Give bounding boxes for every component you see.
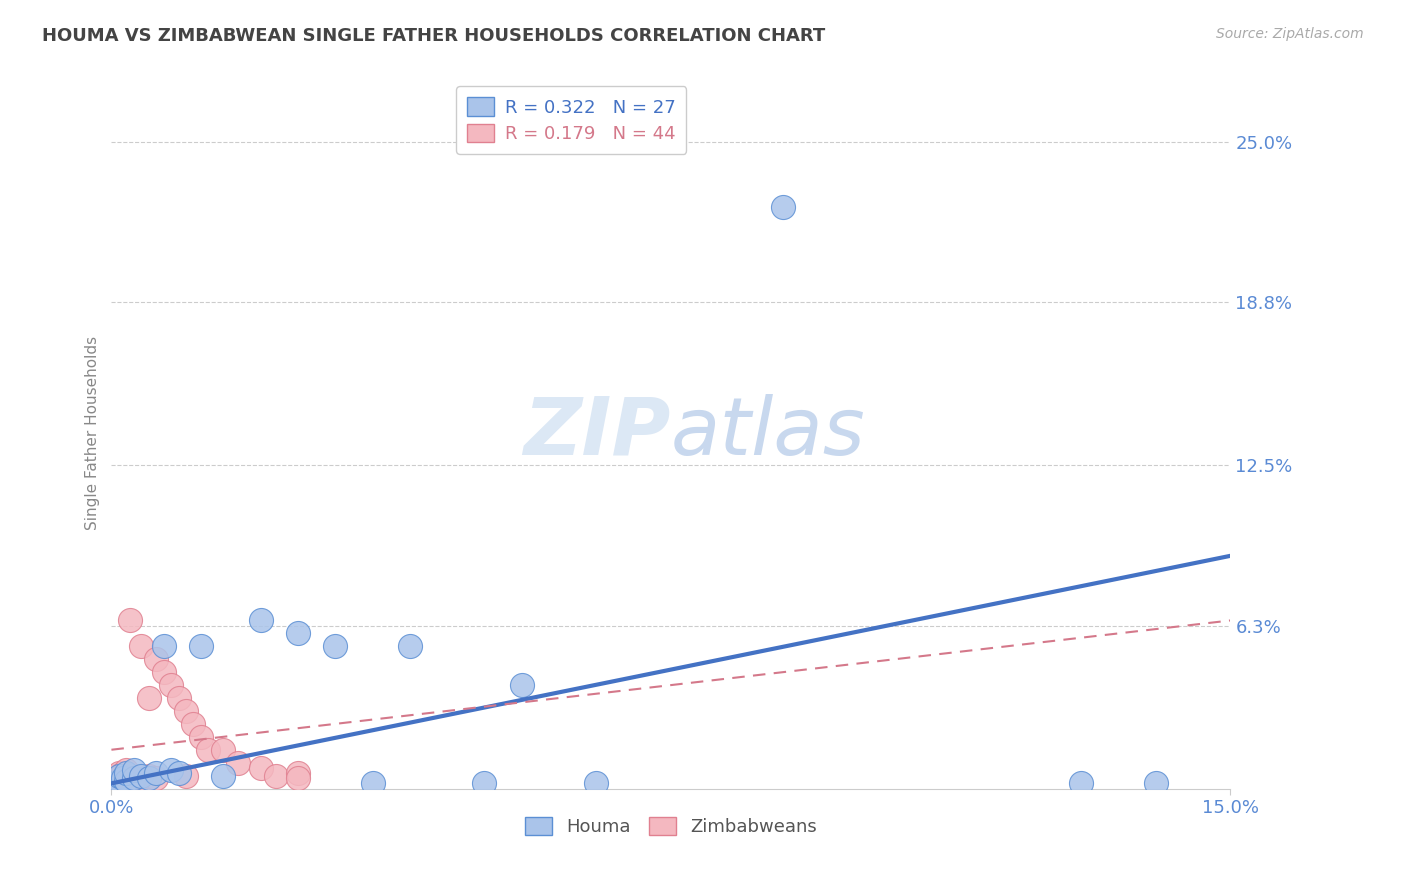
Point xyxy=(323,640,346,654)
Point xyxy=(110,773,132,788)
Point xyxy=(398,640,420,654)
Point xyxy=(101,773,124,788)
Point xyxy=(115,773,138,788)
Point xyxy=(197,743,219,757)
Point xyxy=(108,771,131,785)
Point xyxy=(138,769,160,783)
Point xyxy=(129,769,152,783)
Point xyxy=(361,776,384,790)
Point xyxy=(105,769,128,783)
Point xyxy=(129,773,152,788)
Point xyxy=(167,766,190,780)
Point xyxy=(122,771,145,785)
Point xyxy=(108,773,131,788)
Point xyxy=(160,678,183,692)
Point xyxy=(115,773,138,788)
Point xyxy=(1144,776,1167,790)
Point xyxy=(108,769,131,783)
Point xyxy=(110,769,132,783)
Point xyxy=(183,717,205,731)
Point xyxy=(145,652,167,666)
Point xyxy=(105,776,128,790)
Point xyxy=(108,766,131,780)
Point xyxy=(160,764,183,778)
Point xyxy=(212,769,235,783)
Point xyxy=(212,743,235,757)
Point xyxy=(138,691,160,706)
Point xyxy=(115,769,138,783)
Point xyxy=(122,764,145,778)
Point xyxy=(111,766,134,780)
Point xyxy=(115,766,138,780)
Point xyxy=(264,769,287,783)
Point xyxy=(108,773,131,788)
Point xyxy=(145,771,167,785)
Point xyxy=(287,766,309,780)
Text: atlas: atlas xyxy=(671,394,866,472)
Legend: Houma, Zimbabweans: Houma, Zimbabweans xyxy=(517,810,824,844)
Point xyxy=(226,756,249,770)
Point xyxy=(129,640,152,654)
Point xyxy=(287,771,309,785)
Point xyxy=(103,771,125,785)
Point xyxy=(474,776,496,790)
Y-axis label: Single Father Households: Single Father Households xyxy=(86,336,100,530)
Point xyxy=(287,626,309,640)
Point xyxy=(120,614,142,628)
Point xyxy=(152,665,174,680)
Text: ZIP: ZIP xyxy=(523,394,671,472)
Point xyxy=(167,691,190,706)
Point xyxy=(114,771,136,785)
Point xyxy=(1070,776,1092,790)
Point xyxy=(115,764,138,778)
Point xyxy=(103,779,125,793)
Point xyxy=(174,704,197,718)
Point xyxy=(122,771,145,785)
Point xyxy=(107,773,129,788)
Text: Source: ZipAtlas.com: Source: ZipAtlas.com xyxy=(1216,27,1364,41)
Point xyxy=(145,766,167,780)
Point xyxy=(122,771,145,785)
Point xyxy=(190,640,212,654)
Text: HOUMA VS ZIMBABWEAN SINGLE FATHER HOUSEHOLDS CORRELATION CHART: HOUMA VS ZIMBABWEAN SINGLE FATHER HOUSEH… xyxy=(42,27,825,45)
Point xyxy=(772,200,794,214)
Point xyxy=(112,773,135,788)
Point xyxy=(249,761,271,775)
Point xyxy=(104,776,127,790)
Point xyxy=(174,769,197,783)
Point xyxy=(138,771,160,785)
Point xyxy=(510,678,533,692)
Point xyxy=(104,776,127,790)
Point xyxy=(111,771,134,785)
Point xyxy=(152,640,174,654)
Point xyxy=(585,776,607,790)
Point xyxy=(190,730,212,744)
Point xyxy=(101,776,124,790)
Point xyxy=(117,771,139,785)
Point xyxy=(104,773,127,788)
Point xyxy=(249,614,271,628)
